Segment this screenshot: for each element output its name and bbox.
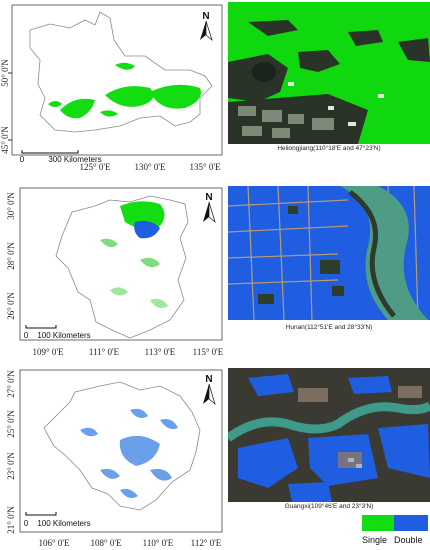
lon-tick-label: 109° 0'E bbox=[33, 347, 64, 357]
scale-zero: 0 bbox=[24, 519, 29, 528]
river bbox=[340, 186, 428, 320]
satellite-image-guangxi bbox=[228, 368, 430, 502]
satellite-image-hunan bbox=[228, 186, 430, 320]
image-caption: Heilongjiang(110°18'E and 47°23'N) bbox=[277, 145, 381, 152]
lon-tick-label: 111° 0'E bbox=[89, 347, 120, 357]
lon-tick-label: 112° 0'E bbox=[191, 538, 222, 548]
panel-guangxi-map: 27° 0'N 25° 0'N 23° 0'N 21° 0'N 106° 0'E… bbox=[6, 369, 223, 548]
lon-tick-label: 125° 0'E bbox=[80, 162, 111, 172]
scale-label: 300 Kilometers bbox=[48, 155, 101, 164]
panel-heilongjiang-map: 50° 0'N 45° 0'N 125° 0'E 130° 0'E 135° 0… bbox=[0, 4, 223, 172]
legend-label-double: Double bbox=[394, 535, 423, 545]
double-rice-patches bbox=[80, 408, 178, 498]
lat-tick-label: 26° 0'N bbox=[6, 292, 16, 320]
north-arrow: N bbox=[200, 11, 213, 42]
lon-tick-label: 115° 0'E bbox=[193, 347, 224, 357]
image-caption: Guangxi(109°46'E and 23°3'N) bbox=[284, 503, 374, 510]
north-label: N bbox=[202, 11, 209, 22]
legend-swatch-single bbox=[362, 515, 394, 531]
lat-tick-label: 25° 0'N bbox=[6, 410, 16, 438]
scale-label: 100 Kilometers bbox=[37, 331, 90, 340]
north-arrow: N bbox=[203, 192, 216, 224]
panel-hunan-map: 30° 0'N 28° 0'N 26° 0'N 109° 0'E 111° 0'… bbox=[6, 187, 224, 357]
north-label: N bbox=[205, 374, 212, 385]
image-caption: Hunan(112°51'E and 28°33'N) bbox=[285, 324, 373, 331]
lon-tick-label: 113° 0'E bbox=[145, 347, 176, 357]
legend-swatch-double bbox=[394, 515, 428, 531]
north-label: N bbox=[205, 192, 212, 203]
lon-tick-label: 130° 0'E bbox=[135, 162, 166, 172]
lat-tick-label: 30° 0'N bbox=[6, 192, 16, 220]
single-rice-patches bbox=[48, 62, 201, 119]
province-outline-heilongjiang bbox=[29, 11, 213, 133]
north-arrow-icon bbox=[200, 21, 206, 40]
scale-zero: 0 bbox=[24, 331, 29, 340]
province-outline-hunan bbox=[55, 195, 189, 339]
scale-bar: 0 300 Kilometers bbox=[20, 150, 102, 164]
lon-tick-label: 106° 0'E bbox=[39, 538, 70, 548]
lon-tick-label: 135° 0'E bbox=[190, 162, 221, 172]
scale-label: 100 Kilometers bbox=[37, 519, 90, 528]
river bbox=[228, 401, 430, 442]
lat-tick-label: 23° 0'N bbox=[6, 452, 16, 480]
lat-tick-label: 50° 0'N bbox=[0, 59, 10, 87]
satellite-image-heilongjiang bbox=[228, 2, 430, 144]
map-frame bbox=[11, 4, 223, 156]
rice-patches-hunan bbox=[100, 201, 168, 308]
scale-bar: 0 100 Kilometers bbox=[24, 512, 91, 528]
legend-label-single: Single bbox=[362, 535, 388, 545]
north-arrow-icon bbox=[203, 384, 209, 404]
lat-tick-label: 21° 0'N bbox=[6, 506, 16, 534]
scale-zero: 0 bbox=[20, 155, 25, 164]
scale-bar: 0 100 Kilometers bbox=[24, 325, 91, 340]
lon-tick-label: 108° 0'E bbox=[91, 538, 122, 548]
map-frame bbox=[19, 369, 223, 533]
north-arrow: N bbox=[203, 374, 216, 406]
lat-tick-label: 28° 0'N bbox=[6, 242, 16, 270]
north-arrow-icon bbox=[203, 202, 209, 222]
lat-tick-label: 45° 0'N bbox=[0, 126, 10, 154]
lat-tick-label: 27° 0'N bbox=[6, 370, 16, 398]
lon-tick-label: 110° 0'E bbox=[143, 538, 174, 548]
map-frame bbox=[19, 187, 223, 341]
